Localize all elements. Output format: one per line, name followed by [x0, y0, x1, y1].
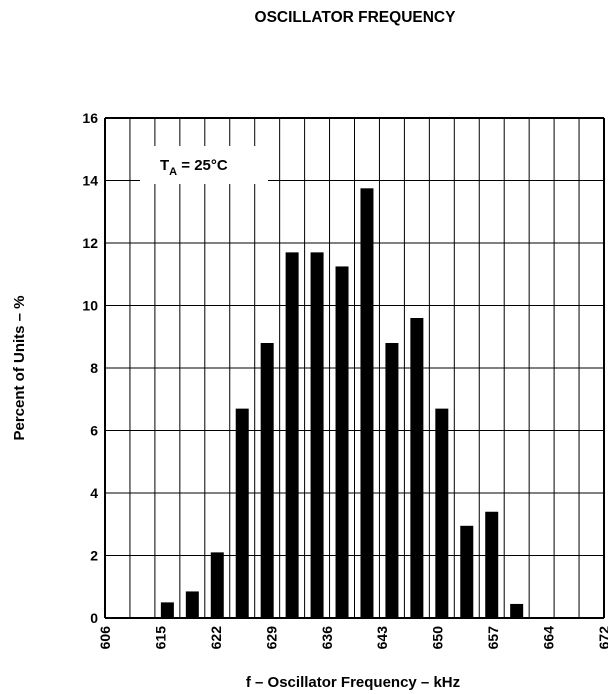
y-tick-label-2: 2: [90, 548, 98, 564]
y-tick-label-16: 16: [82, 110, 98, 126]
x-axis-label: f – Oscillator Frequency – kHz: [246, 674, 460, 691]
x-tick-615: 615: [152, 626, 168, 650]
bar-bin-3: [160, 602, 174, 618]
bar-bin-4: [185, 591, 199, 618]
annotation-rest: = 25°C: [177, 157, 228, 174]
x-tick-label-636: 636: [319, 626, 335, 650]
temperature-annotation: TA = 25°C: [160, 157, 228, 178]
annotation-main: T: [160, 157, 169, 174]
x-tick-label-622: 622: [208, 626, 224, 650]
x-tick-606: 606: [97, 626, 113, 650]
x-tick-labels: 606 615 622 629 636 643 650 657 664 672: [97, 626, 608, 650]
y-tick-label-0: 0: [90, 610, 98, 626]
x-tick-label-650: 650: [430, 626, 446, 650]
bar-bin-12: [385, 343, 399, 618]
x-tick-label-643: 643: [374, 626, 390, 650]
chart-title: OSCILLATOR FREQUENCY: [255, 9, 457, 26]
y-tick-label-10: 10: [82, 298, 98, 314]
annotation-background: [140, 146, 268, 184]
grid-lines: [104, 117, 605, 619]
x-tick-657: 657: [485, 626, 501, 650]
x-tick-label-672: 672: [596, 626, 608, 650]
x-tick-label-606: 606: [97, 626, 113, 650]
bar-bin-9: [310, 252, 324, 618]
bar-bin-13: [410, 318, 424, 618]
bar-bin-17: [510, 603, 524, 618]
x-tick-664: 664: [541, 626, 557, 650]
y-tick-label-4: 4: [90, 485, 98, 501]
y-tick-label-6: 6: [90, 423, 98, 439]
bar-bin-10: [335, 266, 349, 618]
bar-bin-5: [210, 552, 224, 618]
x-tick-622: 622: [208, 626, 224, 650]
bars: [160, 188, 524, 618]
bar-bin-6: [235, 408, 249, 618]
y-tick-label-12: 12: [82, 235, 98, 251]
x-tick-629: 629: [263, 626, 279, 650]
annotation-subscript: A: [169, 166, 177, 178]
bar-bin-16: [485, 511, 499, 618]
bar-bin-8: [285, 252, 299, 618]
x-tick-label-615: 615: [152, 626, 168, 650]
x-tick-label-629: 629: [263, 626, 279, 650]
x-tick-650: 650: [430, 626, 446, 650]
bar-bin-14: [435, 408, 449, 618]
bar-bin-11: [360, 188, 374, 618]
y-tick-labels: 0 2 4 6 8 10 12 14 16: [82, 110, 98, 626]
y-axis-label: Percent of Units – %: [11, 295, 28, 440]
x-tick-672: 672: [596, 626, 608, 650]
x-tick-label-664: 664: [541, 626, 557, 650]
bar-bin-7: [260, 343, 274, 618]
x-tick-636: 636: [319, 626, 335, 650]
x-tick-643: 643: [374, 626, 390, 650]
y-tick-label-14: 14: [82, 173, 98, 189]
x-tick-label-657: 657: [485, 626, 501, 650]
bar-bin-15: [460, 525, 474, 618]
y-tick-label-8: 8: [90, 360, 98, 376]
